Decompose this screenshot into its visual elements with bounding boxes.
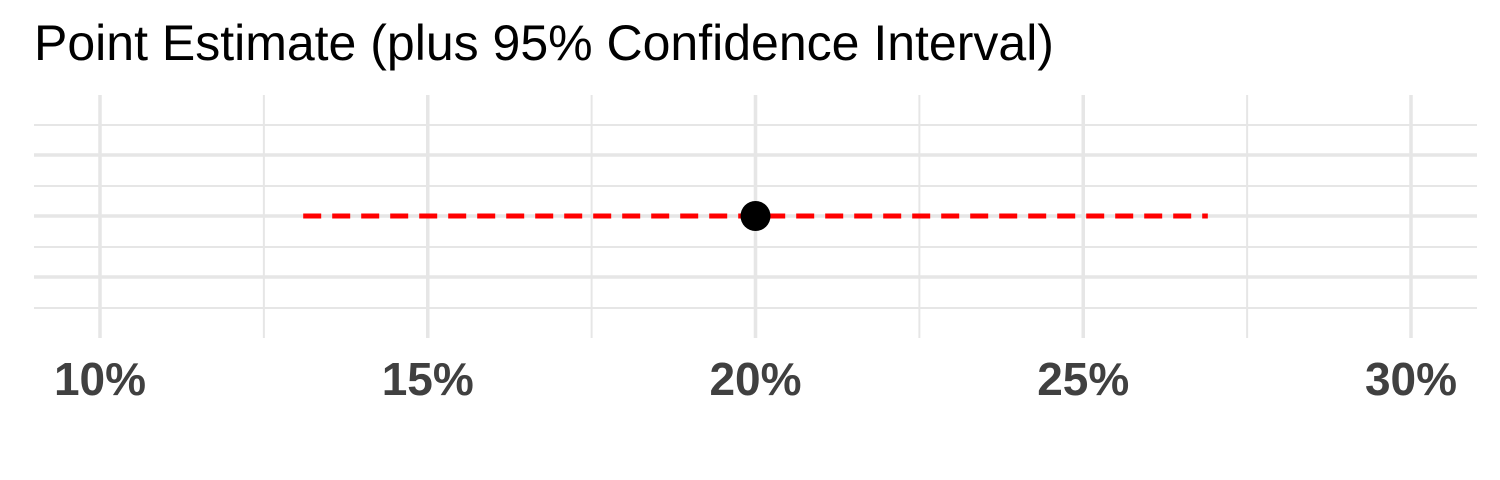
point-estimate-marker <box>740 201 771 231</box>
x-tick-label: 20% <box>709 353 801 405</box>
x-tick-label: 25% <box>1037 353 1129 405</box>
x-tick-label: 10% <box>54 353 146 405</box>
data-layer <box>303 201 1208 231</box>
x-tick-label: 15% <box>382 353 474 405</box>
x-tick-label: 30% <box>1365 353 1457 405</box>
x-axis-ticks: 10% 15% 20% 25% 30% <box>54 353 1457 405</box>
chart-title: Point Estimate (plus 95% Confidence Inte… <box>34 15 1054 71</box>
